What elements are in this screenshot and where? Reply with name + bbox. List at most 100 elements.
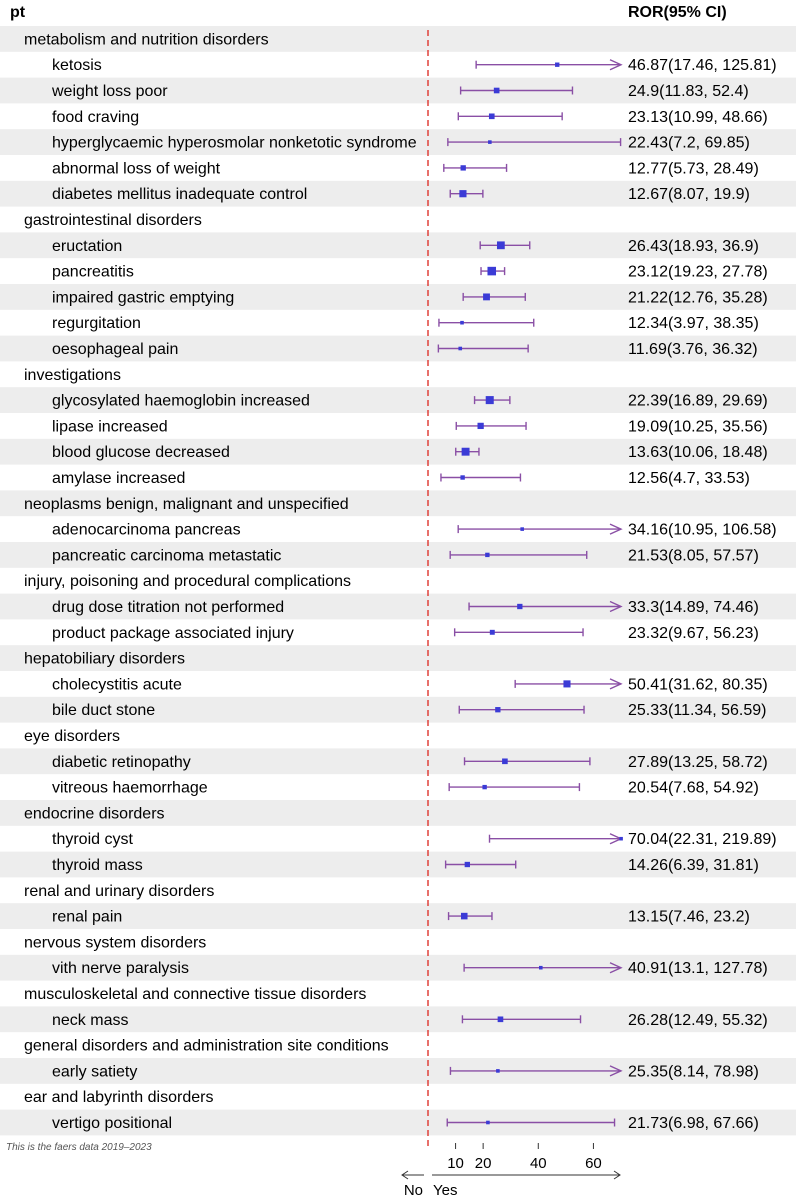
point-estimate <box>460 912 468 920</box>
item-label: thyroid mass <box>52 857 143 874</box>
row-stripe <box>0 129 796 155</box>
point-estimate <box>520 527 524 531</box>
ci-arrow <box>609 962 623 974</box>
point-estimate <box>485 552 490 558</box>
item-label: diabetes mellitus inadequate control <box>52 186 307 203</box>
item-label: renal pain <box>52 909 122 926</box>
ror-value-text: 25.35(8.14, 78.98) <box>628 1063 759 1080</box>
ror-value-text: 21.73(6.98, 67.66) <box>628 1115 759 1132</box>
point-estimate <box>502 758 508 765</box>
ror-value-text: 40.91(13.1, 127.78) <box>628 960 768 977</box>
row-stripe <box>0 26 796 52</box>
point-estimate <box>488 140 492 144</box>
ror-value-text: 50.41(31.62, 80.35) <box>628 676 768 693</box>
ror-value-text: 21.53(8.05, 57.57) <box>628 547 759 564</box>
point-estimate <box>496 1069 500 1073</box>
point-estimate <box>460 320 464 325</box>
row-stripe <box>0 180 796 207</box>
row-stripe <box>0 800 796 826</box>
row-stripe <box>0 748 796 775</box>
ror-value-text: 34.16(10.95, 106.58) <box>628 522 777 539</box>
x-axis: 10 20 40 60 No Yes <box>401 1143 621 1199</box>
item-label: adenocarcinoma pancreas <box>52 522 241 539</box>
ror-value-text: 22.43(7.2, 69.85) <box>628 135 750 152</box>
item-label: early satiety <box>52 1063 137 1080</box>
point-estimate <box>496 241 505 250</box>
row-stripe <box>0 77 796 104</box>
point-estimate <box>539 965 543 970</box>
point-estimate <box>461 447 470 456</box>
ror-value-text: 26.28(12.49, 55.32) <box>628 1012 768 1029</box>
no-label: No <box>404 1182 423 1199</box>
row-stripe <box>0 335 796 362</box>
point-estimate <box>483 293 490 301</box>
ror-value-text: 46.87(17.46, 125.81) <box>628 57 777 74</box>
point-estimate <box>489 629 495 635</box>
group-label: nervous system disorders <box>24 934 206 951</box>
footnote: This is the faers data 2019–2023 <box>6 1142 152 1153</box>
yes-label: Yes <box>433 1182 457 1199</box>
item-label: eructation <box>52 238 122 255</box>
point-estimate <box>493 87 500 94</box>
point-estimate <box>487 266 497 276</box>
ror-value-text: 24.9(11.83, 52.4) <box>628 83 749 100</box>
ror-value-text: 11.69(3.76, 36.32) <box>628 341 758 358</box>
ror-value-text: 23.32(9.67, 56.23) <box>628 625 759 642</box>
point-estimate <box>488 113 495 120</box>
point-estimate <box>485 396 494 405</box>
item-label: ketosis <box>52 57 102 74</box>
ci-arrow <box>609 59 623 71</box>
axis-tick-label: 60 <box>585 1155 602 1172</box>
item-label: cholecystitis acute <box>52 676 182 693</box>
item-label: vertigo positional <box>52 1115 172 1132</box>
point-estimate <box>486 1120 490 1125</box>
point-estimate <box>460 165 466 171</box>
point-estimate <box>460 475 465 480</box>
group-label: ear and labyrinth disorders <box>24 1089 213 1106</box>
forest-rows: metabolism and nutrition disorders ketosi… <box>24 31 777 1132</box>
ror-value-text: 12.56(4.7, 33.53) <box>628 470 750 487</box>
ror-value-text: 25.33(11.34, 56.59) <box>628 702 766 719</box>
axis-tick-label: 40 <box>530 1155 547 1172</box>
point-estimate <box>563 680 571 688</box>
row-stripe <box>0 696 796 723</box>
row-stripe <box>0 542 796 568</box>
point-estimate <box>459 190 467 198</box>
item-label: vitreous haemorrhage <box>52 780 208 797</box>
ci-arrow <box>609 1065 623 1077</box>
ror-value-text: 13.63(10.06, 18.48) <box>628 444 768 461</box>
ror-value-text: 23.13(10.99, 48.66) <box>628 109 768 126</box>
axis-tick-label: 20 <box>475 1155 492 1172</box>
row-stripe <box>0 1109 796 1136</box>
row-stripe <box>0 387 796 413</box>
group-label: gastrointestinal disorders <box>24 212 202 229</box>
ror-value-text: 70.04(22.31, 219.89) <box>628 831 777 848</box>
item-label: neck mass <box>52 1012 128 1029</box>
row-stripe <box>0 593 796 620</box>
group-label: metabolism and nutrition disorders <box>24 31 269 48</box>
group-label: musculoskeletal and connective tissue di… <box>24 986 366 1003</box>
row-stripe <box>0 490 796 517</box>
point-estimate <box>619 836 623 841</box>
no-arrowhead <box>401 1170 409 1180</box>
row-stripes <box>0 26 796 1136</box>
point-estimate <box>458 346 463 351</box>
header-pt: pt <box>10 4 26 21</box>
group-label: eye disorders <box>24 728 120 745</box>
item-label: lipase increased <box>52 418 168 435</box>
group-label: hepatobiliary disorders <box>24 651 185 668</box>
row-stripe <box>0 438 796 465</box>
group-label: injury, poisoning and procedural complic… <box>24 573 351 590</box>
point-estimate <box>495 707 501 713</box>
ror-value-text: 12.77(5.73, 28.49) <box>628 160 759 177</box>
row-stripe <box>0 232 796 259</box>
item-label: diabetic retinopathy <box>52 754 191 771</box>
header-ror: ROR(95% CI) <box>628 4 727 21</box>
item-label: hyperglycaemic hyperosmolar nonketotic s… <box>52 135 417 152</box>
item-label: blood glucose decreased <box>52 444 230 461</box>
item-label: weight loss poor <box>51 83 168 100</box>
item-label: abnormal loss of weight <box>52 160 221 177</box>
point-estimate <box>517 603 523 610</box>
item-label: bile duct stone <box>52 702 155 719</box>
